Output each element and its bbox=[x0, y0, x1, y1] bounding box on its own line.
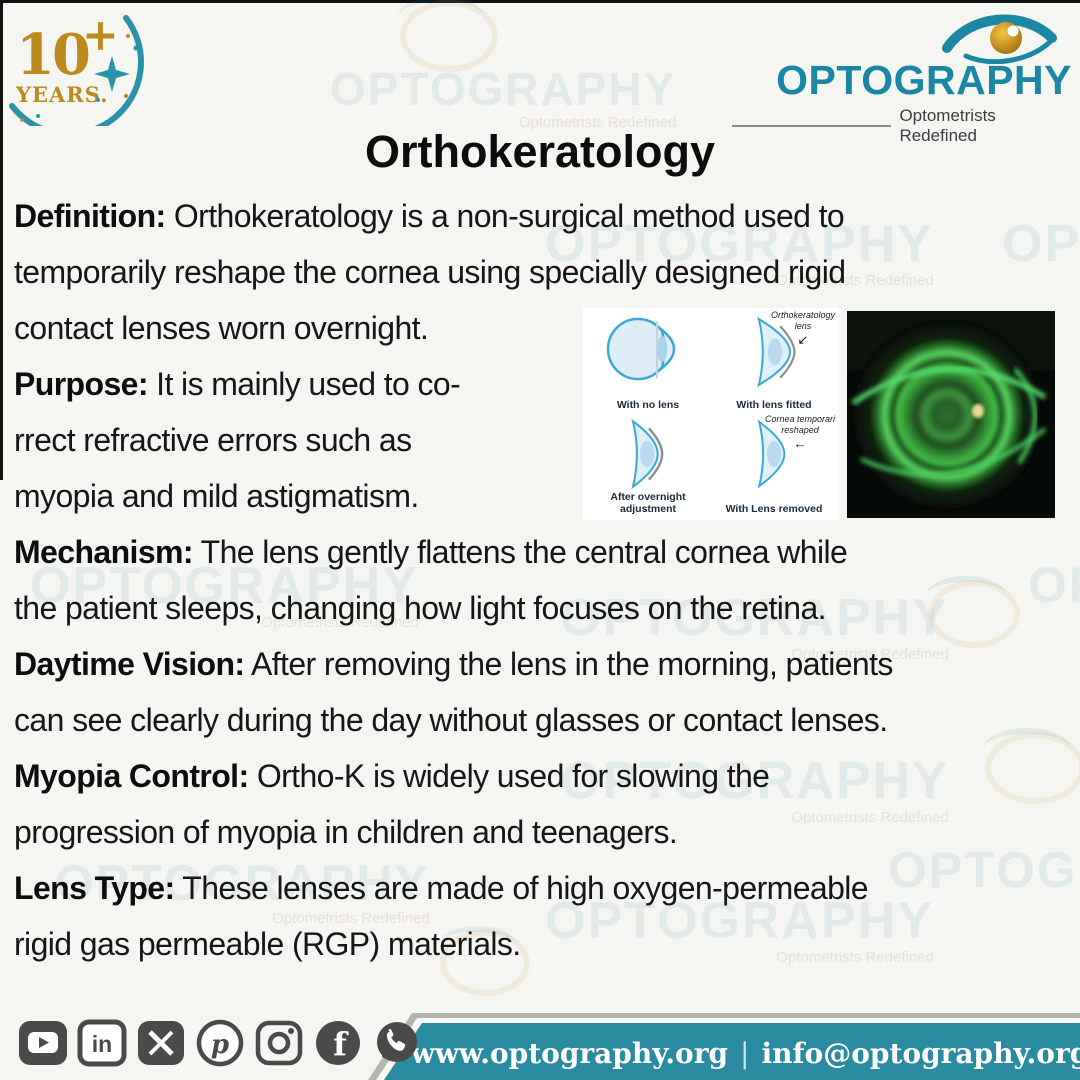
footer-banner bbox=[368, 1013, 1080, 1080]
badge-sparkle-icon bbox=[94, 56, 130, 92]
text-line: progression of myopia in children and te… bbox=[14, 814, 678, 850]
ortho-k-fluorescein-eye-photo bbox=[847, 311, 1055, 518]
diagram-annotation: Cornea temporari reshaped ← bbox=[764, 414, 835, 451]
badge-number: 10 bbox=[16, 22, 89, 88]
watermark-eye-icon bbox=[398, 0, 498, 72]
text-line: can see clearly during the day without g… bbox=[14, 702, 888, 738]
orthokeratology-diagram: With no lens Orthokeratology lens ↙ With… bbox=[583, 308, 839, 520]
logo-tagline: Optometrists Redefined bbox=[899, 106, 996, 145]
logo-eye-icon bbox=[942, 14, 1057, 64]
diagram-panel-after-adjustment: After overnight adjustment bbox=[585, 414, 711, 518]
text-line: myopia and mild astigmatism. bbox=[14, 478, 419, 514]
youtube-icon[interactable] bbox=[16, 1015, 70, 1069]
badge-years-label: YEARS. bbox=[15, 82, 108, 107]
text-line: Definition: Orthokeratology is a non-sur… bbox=[14, 198, 845, 234]
left-border bbox=[0, 0, 3, 480]
email-link[interactable]: info@optography.org bbox=[761, 1037, 1080, 1070]
ten-years-badge: 10 + YEARS. bbox=[8, 8, 148, 137]
phone-icon[interactable] bbox=[370, 1015, 424, 1069]
facebook-icon[interactable]: f bbox=[311, 1015, 365, 1069]
watermark: OPTOGRAPHY bbox=[1002, 215, 1080, 273]
footer-contact: www.optography.org | info@optography.org bbox=[411, 1037, 1080, 1070]
instagram-icon[interactable] bbox=[252, 1015, 306, 1069]
watermark: OPTOGRAPHY bbox=[1028, 557, 1080, 613]
logo-wordmark: OPTOGRAPHY bbox=[776, 57, 1072, 103]
watermark-eye-icon bbox=[926, 576, 1020, 648]
diagram-panel-lens-removed: Cornea temporari reshaped ← With Lens re… bbox=[725, 414, 835, 515]
diagram-panel-lens-fitted: Orthokeratology lens ↙ With lens fitted bbox=[736, 310, 835, 411]
footer-separator: | bbox=[740, 1037, 750, 1070]
badge-plus: + bbox=[82, 10, 119, 61]
logo-tagline-rule bbox=[732, 125, 892, 127]
optography-logo: OPTOGRAPHY Optometrists Redefined bbox=[732, 10, 1072, 145]
website-link[interactable]: www.optography.org bbox=[410, 1037, 729, 1070]
text-line: rrect refractive errors such as bbox=[14, 422, 412, 458]
pinterest-icon[interactable]: p bbox=[193, 1015, 247, 1069]
svg-text:in: in bbox=[92, 1031, 112, 1057]
svg-text:p: p bbox=[211, 1030, 229, 1060]
social-icons-row: in p f bbox=[16, 1015, 424, 1069]
svg-text:f: f bbox=[333, 1025, 349, 1063]
diagram-panel-no-lens: With no lens bbox=[585, 310, 711, 414]
watermark: OPTOGRAPHY bbox=[888, 842, 1080, 898]
text-line: temporarily reshape the cornea using spe… bbox=[14, 254, 846, 290]
linkedin-icon[interactable]: in bbox=[75, 1015, 129, 1069]
text-line: Lens Type: These lenses are made of high… bbox=[14, 870, 869, 906]
watermark-eye-icon bbox=[983, 728, 1080, 804]
text-line: rigid gas permeable (RGP) materials. bbox=[14, 926, 521, 962]
diagram-annotation: Orthokeratology lens ↙ bbox=[770, 310, 835, 347]
text-line: the patient sleeps, changing how light f… bbox=[14, 590, 827, 626]
watermark: OPTOGRAPHY Optometrists Redefined bbox=[330, 63, 677, 131]
text-line: Daytime Vision: After removing the lens … bbox=[14, 646, 893, 682]
x-icon[interactable] bbox=[134, 1015, 188, 1069]
text-line: Myopia Control: Ortho-K is widely used f… bbox=[14, 758, 770, 794]
page-title: Orthokeratology bbox=[364, 126, 716, 177]
text-line: contact lenses worn overnight. bbox=[14, 310, 429, 346]
text-line: Mechanism: The lens gently flattens the … bbox=[14, 534, 848, 570]
text-line: Purpose: It is mainly used to co- bbox=[14, 366, 461, 402]
top-border bbox=[0, 0, 1080, 3]
